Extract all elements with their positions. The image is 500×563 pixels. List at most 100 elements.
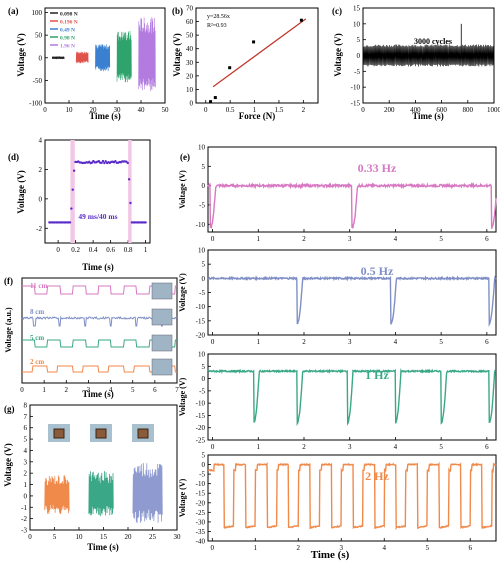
y-tick-label: 10 bbox=[198, 247, 206, 255]
x-tick-label: 30 bbox=[174, 533, 182, 541]
panel-c: 0 200 400 600 800 1000 -15 -10 -5 0 5 10 15 (c) Time (… bbox=[332, 5, 500, 122]
frequency-label: 0.33 Hz bbox=[358, 161, 397, 175]
y-tick-label: 15 bbox=[353, 5, 361, 13]
x-tick-label: 6 bbox=[485, 443, 489, 451]
x-tick-label: 2 bbox=[302, 106, 306, 114]
x-tick-label: 6 bbox=[468, 544, 472, 552]
x-tick-label: 600 bbox=[436, 106, 447, 114]
y-tick-label: 10 bbox=[186, 86, 194, 94]
x-tick-label: 20 bbox=[90, 106, 98, 114]
y-axis-label: Voltage (a.u.) bbox=[4, 307, 13, 353]
y-tick-label: 4 bbox=[39, 137, 43, 145]
y-tick-label: 0 bbox=[24, 492, 28, 500]
x-tick-label: 0.4 bbox=[89, 246, 98, 254]
x-tick-label: 2 bbox=[302, 235, 306, 243]
x-tick-label: 6 bbox=[485, 338, 489, 346]
distance-label: 8 cm bbox=[30, 308, 44, 316]
data-point bbox=[101, 159, 105, 163]
y-axis-label: Voltage (V) bbox=[172, 33, 182, 76]
y-tick-label: -20 bbox=[196, 499, 206, 507]
x-tick-label: 3 bbox=[348, 235, 352, 243]
x-tick-label: 0.6 bbox=[106, 246, 115, 254]
data-point bbox=[71, 188, 74, 191]
y-tick-label: 2 bbox=[39, 166, 43, 174]
data-point bbox=[127, 178, 131, 181]
y-tick-label: 1 bbox=[24, 481, 28, 489]
data-point bbox=[104, 160, 107, 163]
x-tick-label: 2 bbox=[302, 338, 306, 346]
y-tick-label: -15 bbox=[196, 317, 206, 325]
y-tick-label: -5 bbox=[199, 201, 205, 209]
photo-thumbnail bbox=[151, 308, 173, 326]
y-tick-label: 5 bbox=[202, 452, 206, 460]
data-point bbox=[72, 169, 76, 172]
axes-frame bbox=[207, 249, 497, 336]
y-tick-label: -10 bbox=[196, 303, 206, 311]
y-tick-label: 20 bbox=[186, 72, 194, 80]
cycles-annotation: 3000 cycles bbox=[414, 37, 452, 46]
x-tick-label: 1 bbox=[254, 544, 258, 552]
x-axis-label: Time (s) bbox=[82, 262, 114, 272]
panel-e3: 0 1 2 3 4 5 6-40-35-30-25-20-15-10-505Voltage … bbox=[178, 452, 497, 552]
x-tick-label: 0.5 bbox=[226, 106, 235, 114]
y-tick-label: 7 bbox=[24, 413, 28, 421]
x-tick-label: 7 bbox=[175, 386, 179, 394]
signal-line bbox=[207, 275, 497, 327]
y-tick-label: -20 bbox=[196, 332, 206, 340]
y-tick-label: 50 bbox=[35, 32, 43, 40]
x-tick-label: 1000 bbox=[487, 106, 500, 114]
axes-frame bbox=[207, 454, 497, 542]
data-point bbox=[252, 40, 256, 44]
panel-label: (e) bbox=[180, 152, 190, 162]
x-tick-label: 30 bbox=[114, 106, 122, 114]
y-tick-label: 0 bbox=[190, 100, 194, 108]
series-line bbox=[88, 471, 114, 517]
x-tick-label: 400 bbox=[410, 106, 421, 114]
series-line bbox=[51, 56, 65, 60]
y-axis-label: Voltage (V) bbox=[333, 33, 343, 76]
y-tick-label: -25 bbox=[196, 509, 206, 517]
x-tick-label: 4 bbox=[394, 235, 398, 243]
y-tick-label: 50 bbox=[186, 32, 194, 40]
legend-entry: 0.196 N bbox=[60, 20, 78, 26]
y-tick-label: 70 bbox=[186, 5, 194, 13]
x-tick-label: 5 bbox=[425, 544, 429, 552]
photo-thumbnail bbox=[151, 334, 173, 352]
axes-frame bbox=[21, 277, 178, 384]
x-tick-label: 1 bbox=[144, 246, 148, 254]
r-squared: R²=0.93 bbox=[207, 23, 227, 29]
x-axis-label: Time (s) bbox=[89, 111, 121, 121]
series-line bbox=[44, 475, 70, 515]
y-axis-label: Voltage (V) bbox=[3, 443, 13, 486]
x-axis-label: Time (s) bbox=[412, 111, 444, 121]
x-tick-label: 0 bbox=[211, 338, 215, 346]
data-point bbox=[144, 221, 147, 224]
legend-entry: 0.098 N bbox=[60, 12, 78, 18]
x-tick-label: 4 bbox=[394, 338, 398, 346]
x-tick-label: 4 bbox=[382, 544, 386, 552]
series-line bbox=[132, 463, 163, 524]
x-tick-label: 5 bbox=[131, 386, 135, 394]
y-tick-label: 0 bbox=[202, 375, 206, 383]
x-tick-label: 2 bbox=[302, 443, 306, 451]
x-tick-label: 3 bbox=[340, 544, 344, 552]
y-tick-label: 60 bbox=[186, 18, 194, 26]
x-tick-label: 50 bbox=[162, 106, 170, 114]
data-point bbox=[114, 159, 117, 163]
series-line bbox=[138, 17, 156, 92]
y-tick-label: -10 bbox=[351, 84, 361, 92]
distance-label: 11 cm bbox=[30, 282, 47, 290]
y-tick-label: -40 bbox=[196, 538, 206, 546]
panel-label: (f) bbox=[4, 276, 13, 286]
fit-line bbox=[212, 18, 307, 88]
panel-e0: 0 1 2 3 4 5 6 -10 -5 0 5 10 Voltage (V) 0.33 Hz bbox=[178, 144, 497, 243]
y-tick-label: 0 bbox=[202, 275, 206, 283]
x-tick-label: 10 bbox=[76, 533, 84, 541]
y-axis-label: Voltage (V) bbox=[178, 170, 187, 209]
data-point bbox=[103, 161, 106, 165]
timing-annotation: 49 ms/40 ms bbox=[78, 212, 117, 221]
y-tick-label: -100 bbox=[29, 100, 42, 108]
y-tick-label: -2 bbox=[36, 225, 42, 233]
sample-icon bbox=[137, 428, 149, 439]
